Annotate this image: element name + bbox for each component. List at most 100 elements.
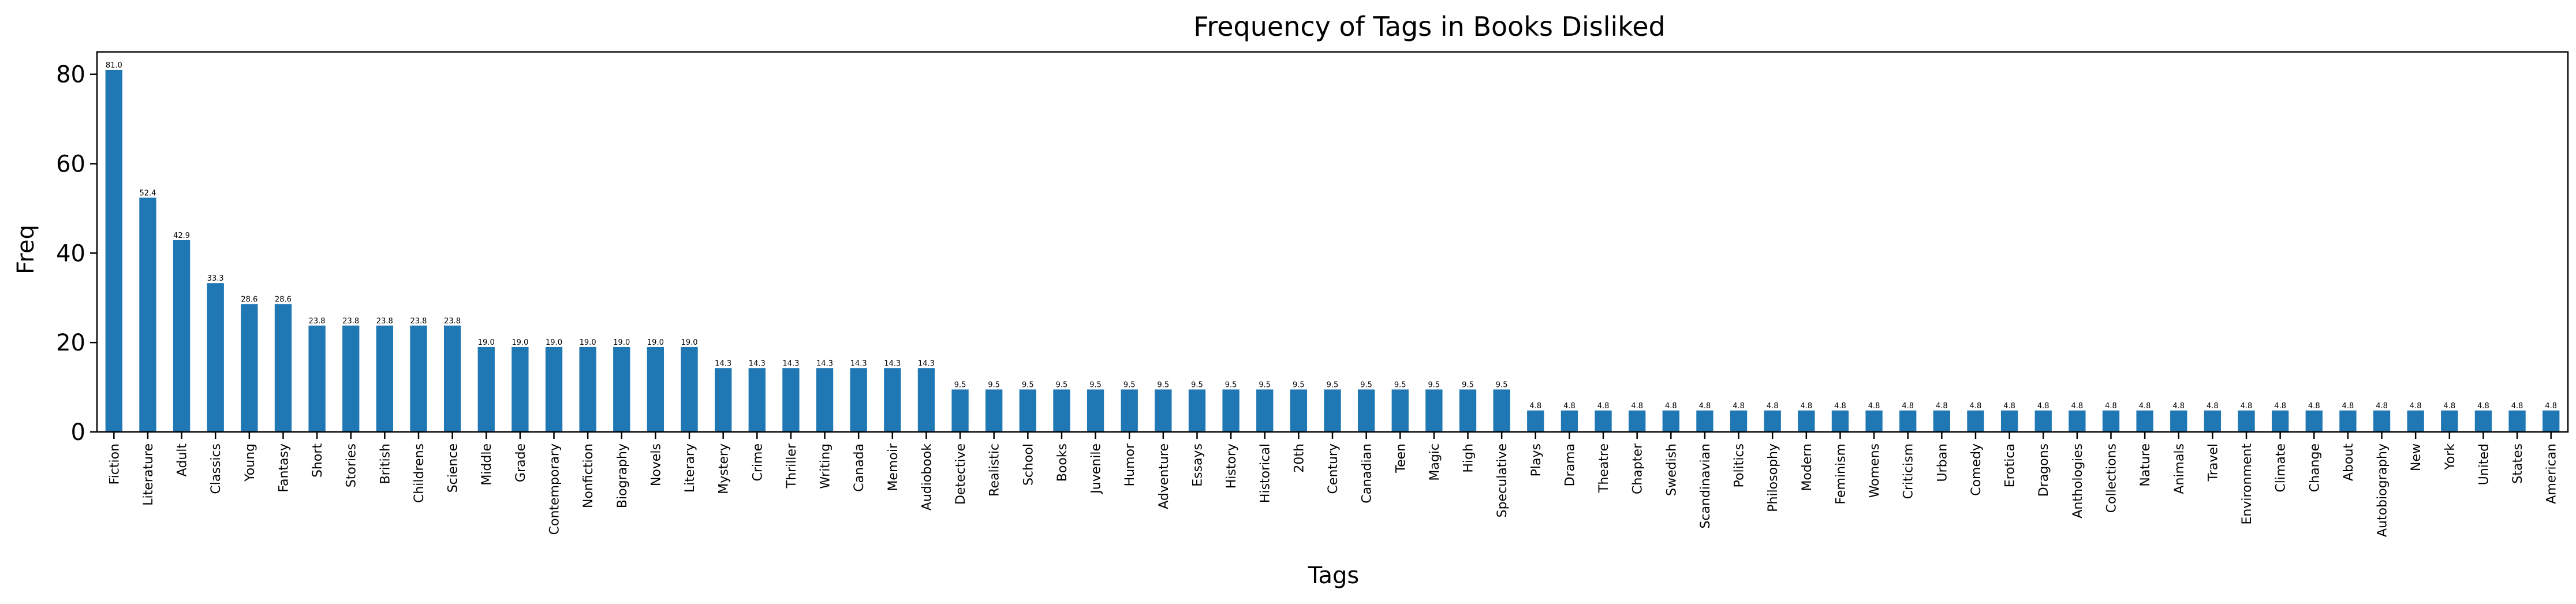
x-tick-label: Nature bbox=[2138, 443, 2153, 487]
x-tick-label: Autobiography bbox=[2376, 443, 2390, 537]
y-axis-label: Freq bbox=[13, 225, 39, 274]
bar bbox=[985, 389, 1003, 432]
y-tick-label: 80 bbox=[56, 62, 85, 88]
bar bbox=[1933, 410, 1950, 432]
bar bbox=[782, 368, 800, 432]
bar bbox=[647, 346, 664, 432]
x-tick-label: Juvenile bbox=[1089, 443, 1104, 495]
bar bbox=[1425, 389, 1443, 432]
data-label: 4.8 bbox=[2241, 402, 2253, 411]
bar bbox=[2000, 410, 2018, 432]
x-tick-label: Canada bbox=[852, 443, 867, 492]
x-tick-label: Science bbox=[446, 443, 461, 493]
bar bbox=[376, 325, 394, 432]
x-tick-label: 20th bbox=[1292, 443, 1306, 473]
x-tick-label: Change bbox=[2308, 443, 2322, 492]
x-tick-label: Biography bbox=[615, 443, 630, 508]
bar bbox=[1121, 389, 1138, 432]
x-tick-label: Crime bbox=[751, 443, 765, 481]
bar bbox=[2373, 410, 2391, 432]
data-label: 4.8 bbox=[1563, 402, 1576, 411]
x-tick-label: Environment bbox=[2240, 443, 2254, 525]
data-label: 4.8 bbox=[1936, 402, 1948, 411]
x-tick-label: High bbox=[1462, 443, 1476, 473]
data-label: 4.8 bbox=[2511, 402, 2523, 411]
bar bbox=[2508, 410, 2526, 432]
bar bbox=[2034, 410, 2052, 432]
data-label: 9.5 bbox=[1158, 381, 1170, 389]
data-label: 9.5 bbox=[1428, 381, 1440, 389]
x-tick-label: Criticism bbox=[1902, 443, 1916, 499]
bar bbox=[1222, 389, 1240, 432]
x-tick-label: Literature bbox=[141, 443, 156, 506]
bar bbox=[1629, 410, 1646, 432]
data-labels-group: 81.0 52.4 42.9 33.3 28.6 28.6 23.8 23.8 23.8 23.8… bbox=[106, 61, 2557, 411]
bar bbox=[207, 283, 224, 432]
data-label: 23.8 bbox=[444, 317, 461, 326]
data-label: 4.8 bbox=[2105, 402, 2117, 411]
data-label: 4.8 bbox=[2003, 402, 2015, 411]
x-tick-label: Politics bbox=[1733, 443, 1747, 487]
data-label: 19.0 bbox=[681, 338, 698, 347]
bar bbox=[1324, 389, 1341, 432]
x-tick-label: Books bbox=[1055, 443, 1070, 482]
bar bbox=[748, 368, 766, 432]
data-label: 19.0 bbox=[478, 338, 495, 347]
data-label: 4.8 bbox=[1529, 402, 1541, 411]
bar bbox=[1087, 389, 1104, 432]
x-tick-label: United bbox=[2477, 443, 2491, 485]
x-tick-label: Essays bbox=[1190, 443, 1205, 487]
bar bbox=[613, 346, 630, 432]
bar bbox=[410, 325, 427, 432]
x-tick-label: Magic bbox=[1428, 443, 1442, 481]
y-tick-label: 40 bbox=[56, 240, 85, 267]
x-tick-label: Literary bbox=[683, 443, 697, 493]
data-label: 4.8 bbox=[2376, 402, 2388, 411]
data-label: 9.5 bbox=[954, 381, 966, 389]
data-label: 9.5 bbox=[988, 381, 1000, 389]
data-label: 14.3 bbox=[884, 359, 901, 368]
bar bbox=[1391, 389, 1409, 432]
data-label: 14.3 bbox=[749, 359, 766, 368]
bar bbox=[308, 325, 326, 432]
data-label: 9.5 bbox=[1259, 381, 1271, 389]
data-label: 4.8 bbox=[2172, 402, 2185, 411]
data-label: 4.8 bbox=[2308, 402, 2320, 411]
data-label: 9.5 bbox=[1022, 381, 1034, 389]
bar bbox=[850, 368, 867, 432]
bar bbox=[1493, 389, 1510, 432]
x-tick-label: Chapter bbox=[1631, 443, 1645, 494]
x-tick-label: Realistic bbox=[988, 443, 1002, 497]
x-tick-label: Nonfiction bbox=[581, 443, 596, 508]
x-tick-label: Climate bbox=[2274, 443, 2288, 493]
x-tick-label: Historical bbox=[1259, 443, 1273, 503]
bar bbox=[2441, 410, 2458, 432]
x-tick-label: Travel bbox=[2206, 443, 2220, 482]
x-tick-label: Contemporary bbox=[548, 443, 562, 535]
data-label: 28.6 bbox=[241, 296, 257, 304]
data-label: 19.0 bbox=[512, 338, 528, 347]
bar bbox=[2339, 410, 2357, 432]
bar bbox=[241, 304, 258, 432]
bar bbox=[1967, 410, 1984, 432]
y-tick-label: 0 bbox=[71, 419, 85, 446]
y-tick-label: 20 bbox=[56, 330, 85, 356]
bar bbox=[1188, 389, 1206, 432]
data-label: 14.3 bbox=[816, 359, 833, 368]
data-label: 4.8 bbox=[2545, 402, 2557, 411]
bar bbox=[1053, 389, 1070, 432]
bar bbox=[2069, 410, 2086, 432]
bar bbox=[2474, 410, 2492, 432]
x-tick-label: Modern bbox=[1800, 443, 1815, 491]
bar bbox=[579, 346, 596, 432]
data-label: 9.5 bbox=[1225, 381, 1237, 389]
bar bbox=[1357, 389, 1375, 432]
data-label: 33.3 bbox=[207, 274, 224, 283]
data-label: 4.8 bbox=[2207, 402, 2219, 411]
x-tick-label: States bbox=[2511, 443, 2525, 484]
bar bbox=[1730, 410, 1748, 432]
x-axis: Fiction Literature Adult Classics Young Fanta… bbox=[107, 432, 2559, 537]
bar bbox=[1595, 410, 1612, 432]
bar bbox=[1662, 410, 1679, 432]
bar bbox=[342, 325, 360, 432]
